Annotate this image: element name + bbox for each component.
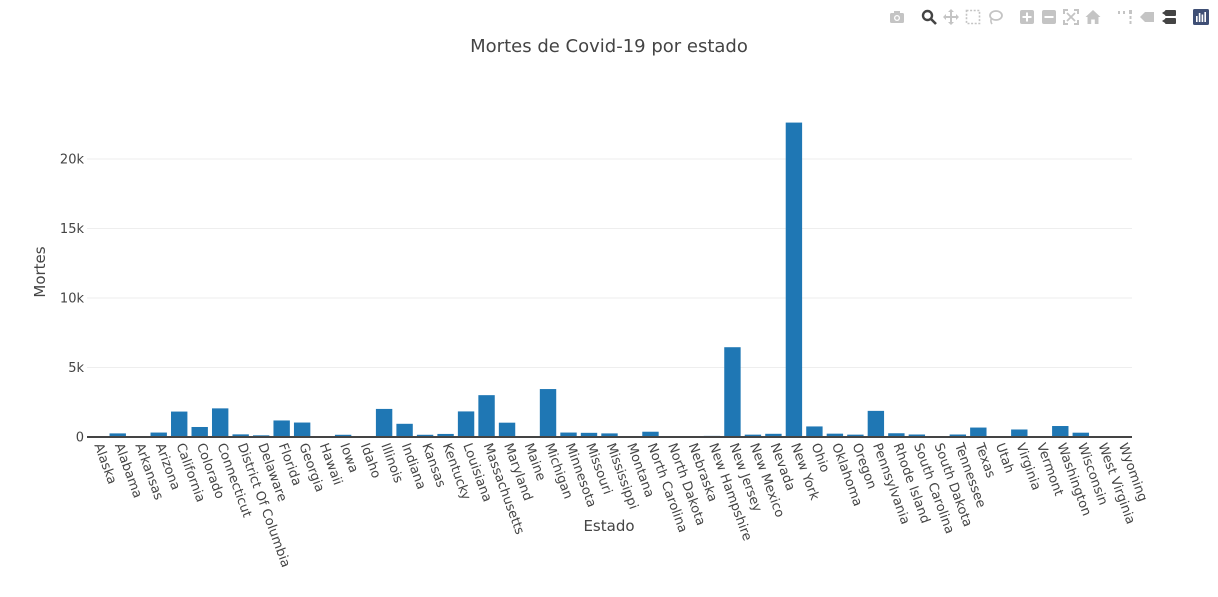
modebar-group <box>886 6 908 28</box>
bar[interactable] <box>1072 432 1089 437</box>
bar[interactable] <box>1052 426 1069 437</box>
y-tick-label: 5k <box>68 361 84 376</box>
bar[interactable] <box>908 434 926 438</box>
bar[interactable] <box>171 411 188 437</box>
modebar-group <box>1016 6 1104 28</box>
modebar <box>876 6 1212 28</box>
bar[interactable] <box>560 432 577 437</box>
modebar-group <box>1190 6 1212 28</box>
modebar-group <box>918 6 1006 28</box>
y-axis-ticks: 0 5k 10k 15k 20k <box>60 153 85 446</box>
bar[interactable] <box>765 433 782 437</box>
zoom-icon[interactable] <box>918 6 940 28</box>
zoom-in-icon[interactable] <box>1016 6 1038 28</box>
bar[interactable] <box>293 422 311 437</box>
lasso-select-icon[interactable] <box>984 6 1006 28</box>
y-tick-label: 15k <box>60 222 85 237</box>
bar[interactable] <box>580 432 598 437</box>
bar[interactable] <box>847 434 864 437</box>
box-select-icon[interactable] <box>962 6 984 28</box>
gridlines <box>87 158 1132 368</box>
bar[interactable] <box>273 420 290 437</box>
bar[interactable] <box>642 431 659 437</box>
bar[interactable] <box>785 122 803 437</box>
bar[interactable] <box>498 422 516 437</box>
bar[interactable] <box>109 433 126 437</box>
bar[interactable] <box>949 434 967 438</box>
pan-icon[interactable] <box>940 6 962 28</box>
camera-icon[interactable] <box>886 6 908 28</box>
bar[interactable] <box>211 408 229 437</box>
zoom-out-icon[interactable] <box>1038 6 1060 28</box>
bar[interactable] <box>601 433 618 437</box>
bar[interactable] <box>416 434 434 437</box>
bar[interactable] <box>437 433 454 437</box>
bar[interactable] <box>888 433 905 437</box>
y-tick-label: 20k <box>60 153 85 168</box>
bar[interactable] <box>375 408 393 437</box>
reset-axes-icon[interactable] <box>1082 6 1104 28</box>
hover-compare-icon[interactable] <box>1158 6 1180 28</box>
y-tick-label: 0 <box>76 431 84 446</box>
bar[interactable] <box>396 423 413 438</box>
bar[interactable] <box>806 426 823 437</box>
y-axis-title: Mortes <box>31 246 49 297</box>
bar[interactable] <box>191 426 208 437</box>
bar[interactable] <box>744 434 762 437</box>
bar[interactable] <box>478 395 495 437</box>
x-axis-title: Estado <box>583 517 634 535</box>
spike-lines-icon[interactable] <box>1114 6 1136 28</box>
bar[interactable] <box>539 389 557 437</box>
bar[interactable] <box>457 411 475 437</box>
x-axis-ticks: AlaskaAlabamaArkansasArizonaCaliforniaCo… <box>90 440 1149 569</box>
chart-title: Mortes de Covid-19 por estado <box>470 36 748 57</box>
bars <box>89 122 1130 438</box>
bar[interactable] <box>232 434 249 437</box>
hover-closest-icon[interactable] <box>1136 6 1158 28</box>
modebar-group <box>1114 6 1180 28</box>
bar[interactable] <box>867 410 885 437</box>
y-tick-label: 10k <box>60 292 85 307</box>
plotly-logo-icon[interactable] <box>1190 6 1212 28</box>
bar[interactable] <box>724 347 741 437</box>
bar[interactable] <box>970 427 987 437</box>
bar[interactable] <box>334 434 352 437</box>
bar[interactable] <box>826 433 844 437</box>
autoscale-icon[interactable] <box>1060 6 1082 28</box>
bar[interactable] <box>1011 429 1028 437</box>
bar[interactable] <box>150 432 167 437</box>
